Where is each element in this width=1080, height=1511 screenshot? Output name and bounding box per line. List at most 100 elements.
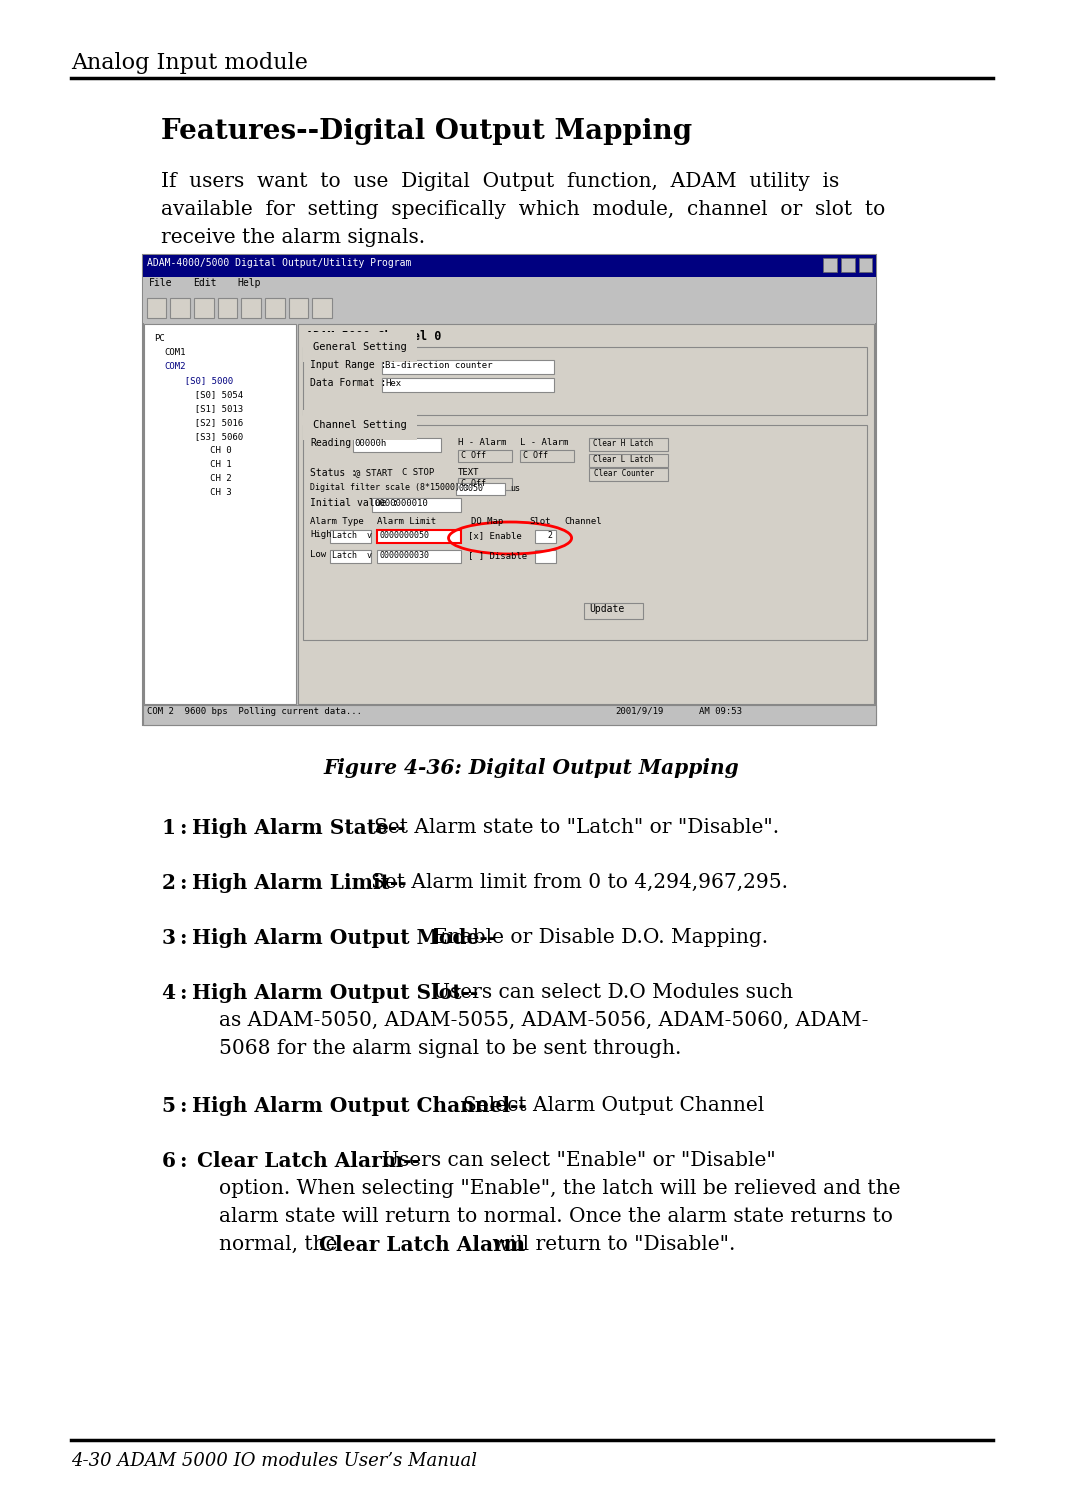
Text: [S0] 5000: [S0] 5000	[174, 376, 233, 385]
Bar	[519, 450, 575, 462]
Text: Slot: Slot	[530, 517, 551, 526]
FancyBboxPatch shape	[143, 255, 876, 725]
Bar	[373, 499, 461, 512]
Text: Channel Setting: Channel Setting	[313, 420, 407, 431]
Text: File: File	[149, 278, 172, 289]
Text: High Alarm State--: High Alarm State--	[192, 817, 406, 839]
Bar	[382, 378, 554, 391]
Bar	[589, 453, 667, 467]
Text: Clear Latch Alarm: Clear Latch Alarm	[319, 1234, 525, 1256]
Text: DO Map: DO Map	[471, 517, 503, 526]
Text: 0000000030: 0000000030	[379, 552, 429, 561]
Text: 2001/9/19: 2001/9/19	[616, 707, 664, 716]
Text: H - Alarm: H - Alarm	[458, 438, 507, 447]
Bar	[265, 298, 284, 317]
Text: PC: PC	[154, 334, 165, 343]
Text: 0000000010: 0000000010	[374, 499, 428, 508]
Text: Select Alarm Output Channel: Select Alarm Output Channel	[463, 1095, 764, 1115]
Text: 2: 2	[548, 530, 553, 539]
Text: CH 3: CH 3	[194, 488, 231, 497]
Text: Users can select D.O Modules such: Users can select D.O Modules such	[433, 984, 793, 1002]
Text: C Off: C Off	[461, 450, 486, 459]
Bar	[312, 298, 332, 317]
Bar	[841, 258, 854, 272]
Text: as ADAM-5050, ADAM-5055, ADAM-5056, ADAM-5060, ADAM-: as ADAM-5050, ADAM-5055, ADAM-5056, ADAM…	[218, 1011, 868, 1031]
Text: C STOP: C STOP	[402, 468, 434, 477]
Text: CH 1: CH 1	[194, 459, 231, 468]
Text: Enable or Disable D.O. Mapping.: Enable or Disable D.O. Mapping.	[433, 928, 768, 947]
Bar	[458, 450, 512, 462]
Text: 0000000050: 0000000050	[379, 530, 429, 539]
Text: [x] Enable: [x] Enable	[468, 530, 522, 539]
Text: :: :	[179, 984, 187, 1003]
Text: AM 09:53: AM 09:53	[699, 707, 742, 716]
Text: Analog Input module: Analog Input module	[71, 51, 308, 74]
Text: Edit: Edit	[193, 278, 216, 289]
Text: Digital filter scale (8*15000) :: Digital filter scale (8*15000) :	[310, 484, 470, 493]
Text: CH 2: CH 2	[194, 474, 231, 484]
Text: COM2: COM2	[164, 363, 186, 372]
Text: Latch  v: Latch v	[332, 530, 372, 539]
Bar	[823, 258, 837, 272]
Bar	[382, 360, 554, 375]
Text: available  for  setting  specifically  which  module,  channel  or  slot  to: available for setting specifically which…	[161, 199, 885, 219]
Bar	[535, 550, 556, 564]
Text: [S2] 5016: [S2] 5016	[184, 419, 243, 428]
Text: COM1: COM1	[164, 348, 186, 357]
Text: High Alarm Output Slot--: High Alarm Output Slot--	[192, 984, 478, 1003]
Text: 00000h: 00000h	[354, 440, 387, 447]
Bar	[859, 258, 873, 272]
Text: Set Alarm state to "Latch" or "Disable".: Set Alarm state to "Latch" or "Disable".	[374, 817, 780, 837]
Bar	[377, 530, 461, 542]
Bar	[143, 706, 876, 725]
Bar	[329, 550, 372, 564]
Text: High: High	[310, 530, 332, 539]
Text: Figure 4-36: Digital Output Mapping: Figure 4-36: Digital Output Mapping	[324, 759, 740, 778]
Bar	[147, 298, 166, 317]
Text: receive the alarm signals.: receive the alarm signals.	[161, 228, 424, 246]
Bar	[535, 530, 556, 542]
Text: Data Format :: Data Format :	[310, 378, 387, 388]
Bar	[298, 323, 875, 704]
Text: [S1] 5013: [S1] 5013	[184, 403, 243, 413]
Text: [S0] 5054: [S0] 5054	[184, 390, 243, 399]
Text: 5: 5	[161, 1095, 175, 1117]
Text: Initial value :: Initial value :	[310, 499, 399, 508]
Text: 4-30 ADAM 5000 IO modules User’s Manual: 4-30 ADAM 5000 IO modules User’s Manual	[71, 1452, 477, 1470]
Text: 1: 1	[161, 817, 175, 839]
Text: will return to "Disable".: will return to "Disable".	[486, 1234, 735, 1254]
Text: Help: Help	[238, 278, 260, 289]
Text: normal, the: normal, the	[218, 1234, 343, 1254]
Bar	[143, 295, 876, 323]
Text: High Alarm Output Mode--: High Alarm Output Mode--	[192, 928, 496, 947]
Bar	[143, 255, 876, 277]
Text: Hex: Hex	[384, 379, 401, 388]
Bar	[377, 550, 461, 564]
Text: 2: 2	[161, 873, 175, 893]
Bar	[458, 477, 512, 490]
Text: Channel: Channel	[564, 517, 602, 526]
Bar	[352, 438, 441, 452]
Bar	[589, 438, 667, 450]
Text: Clear H Latch: Clear H Latch	[593, 440, 653, 447]
Text: Clear Latch Alarm--: Clear Latch Alarm--	[197, 1151, 420, 1171]
Text: Clear Counter: Clear Counter	[594, 468, 653, 477]
Text: High Alarm Limit--: High Alarm Limit--	[192, 873, 407, 893]
Bar	[194, 298, 214, 317]
Text: 5068 for the alarm signal to be sent through.: 5068 for the alarm signal to be sent thr…	[218, 1040, 681, 1058]
Text: us: us	[510, 484, 521, 493]
Text: Reading: Reading	[310, 438, 351, 447]
FancyBboxPatch shape	[303, 348, 867, 416]
Text: Clear L Latch: Clear L Latch	[593, 455, 653, 464]
Text: [S3] 5060: [S3] 5060	[184, 432, 243, 441]
Text: ADAM-5000 Channel 0: ADAM-5000 Channel 0	[307, 329, 442, 343]
Text: 6: 6	[161, 1151, 175, 1171]
Text: Features--Digital Output Mapping: Features--Digital Output Mapping	[161, 118, 691, 145]
Text: C Off: C Off	[461, 479, 486, 488]
Bar	[171, 298, 190, 317]
Text: COM 2  9600 bps  Polling current data...: COM 2 9600 bps Polling current data...	[147, 707, 362, 716]
Text: Set Alarm limit from 0 to 4,294,967,295.: Set Alarm limit from 0 to 4,294,967,295.	[372, 873, 788, 891]
Text: L - Alarm: L - Alarm	[519, 438, 568, 447]
Text: CH 0: CH 0	[194, 446, 231, 455]
Text: 3: 3	[161, 928, 175, 947]
